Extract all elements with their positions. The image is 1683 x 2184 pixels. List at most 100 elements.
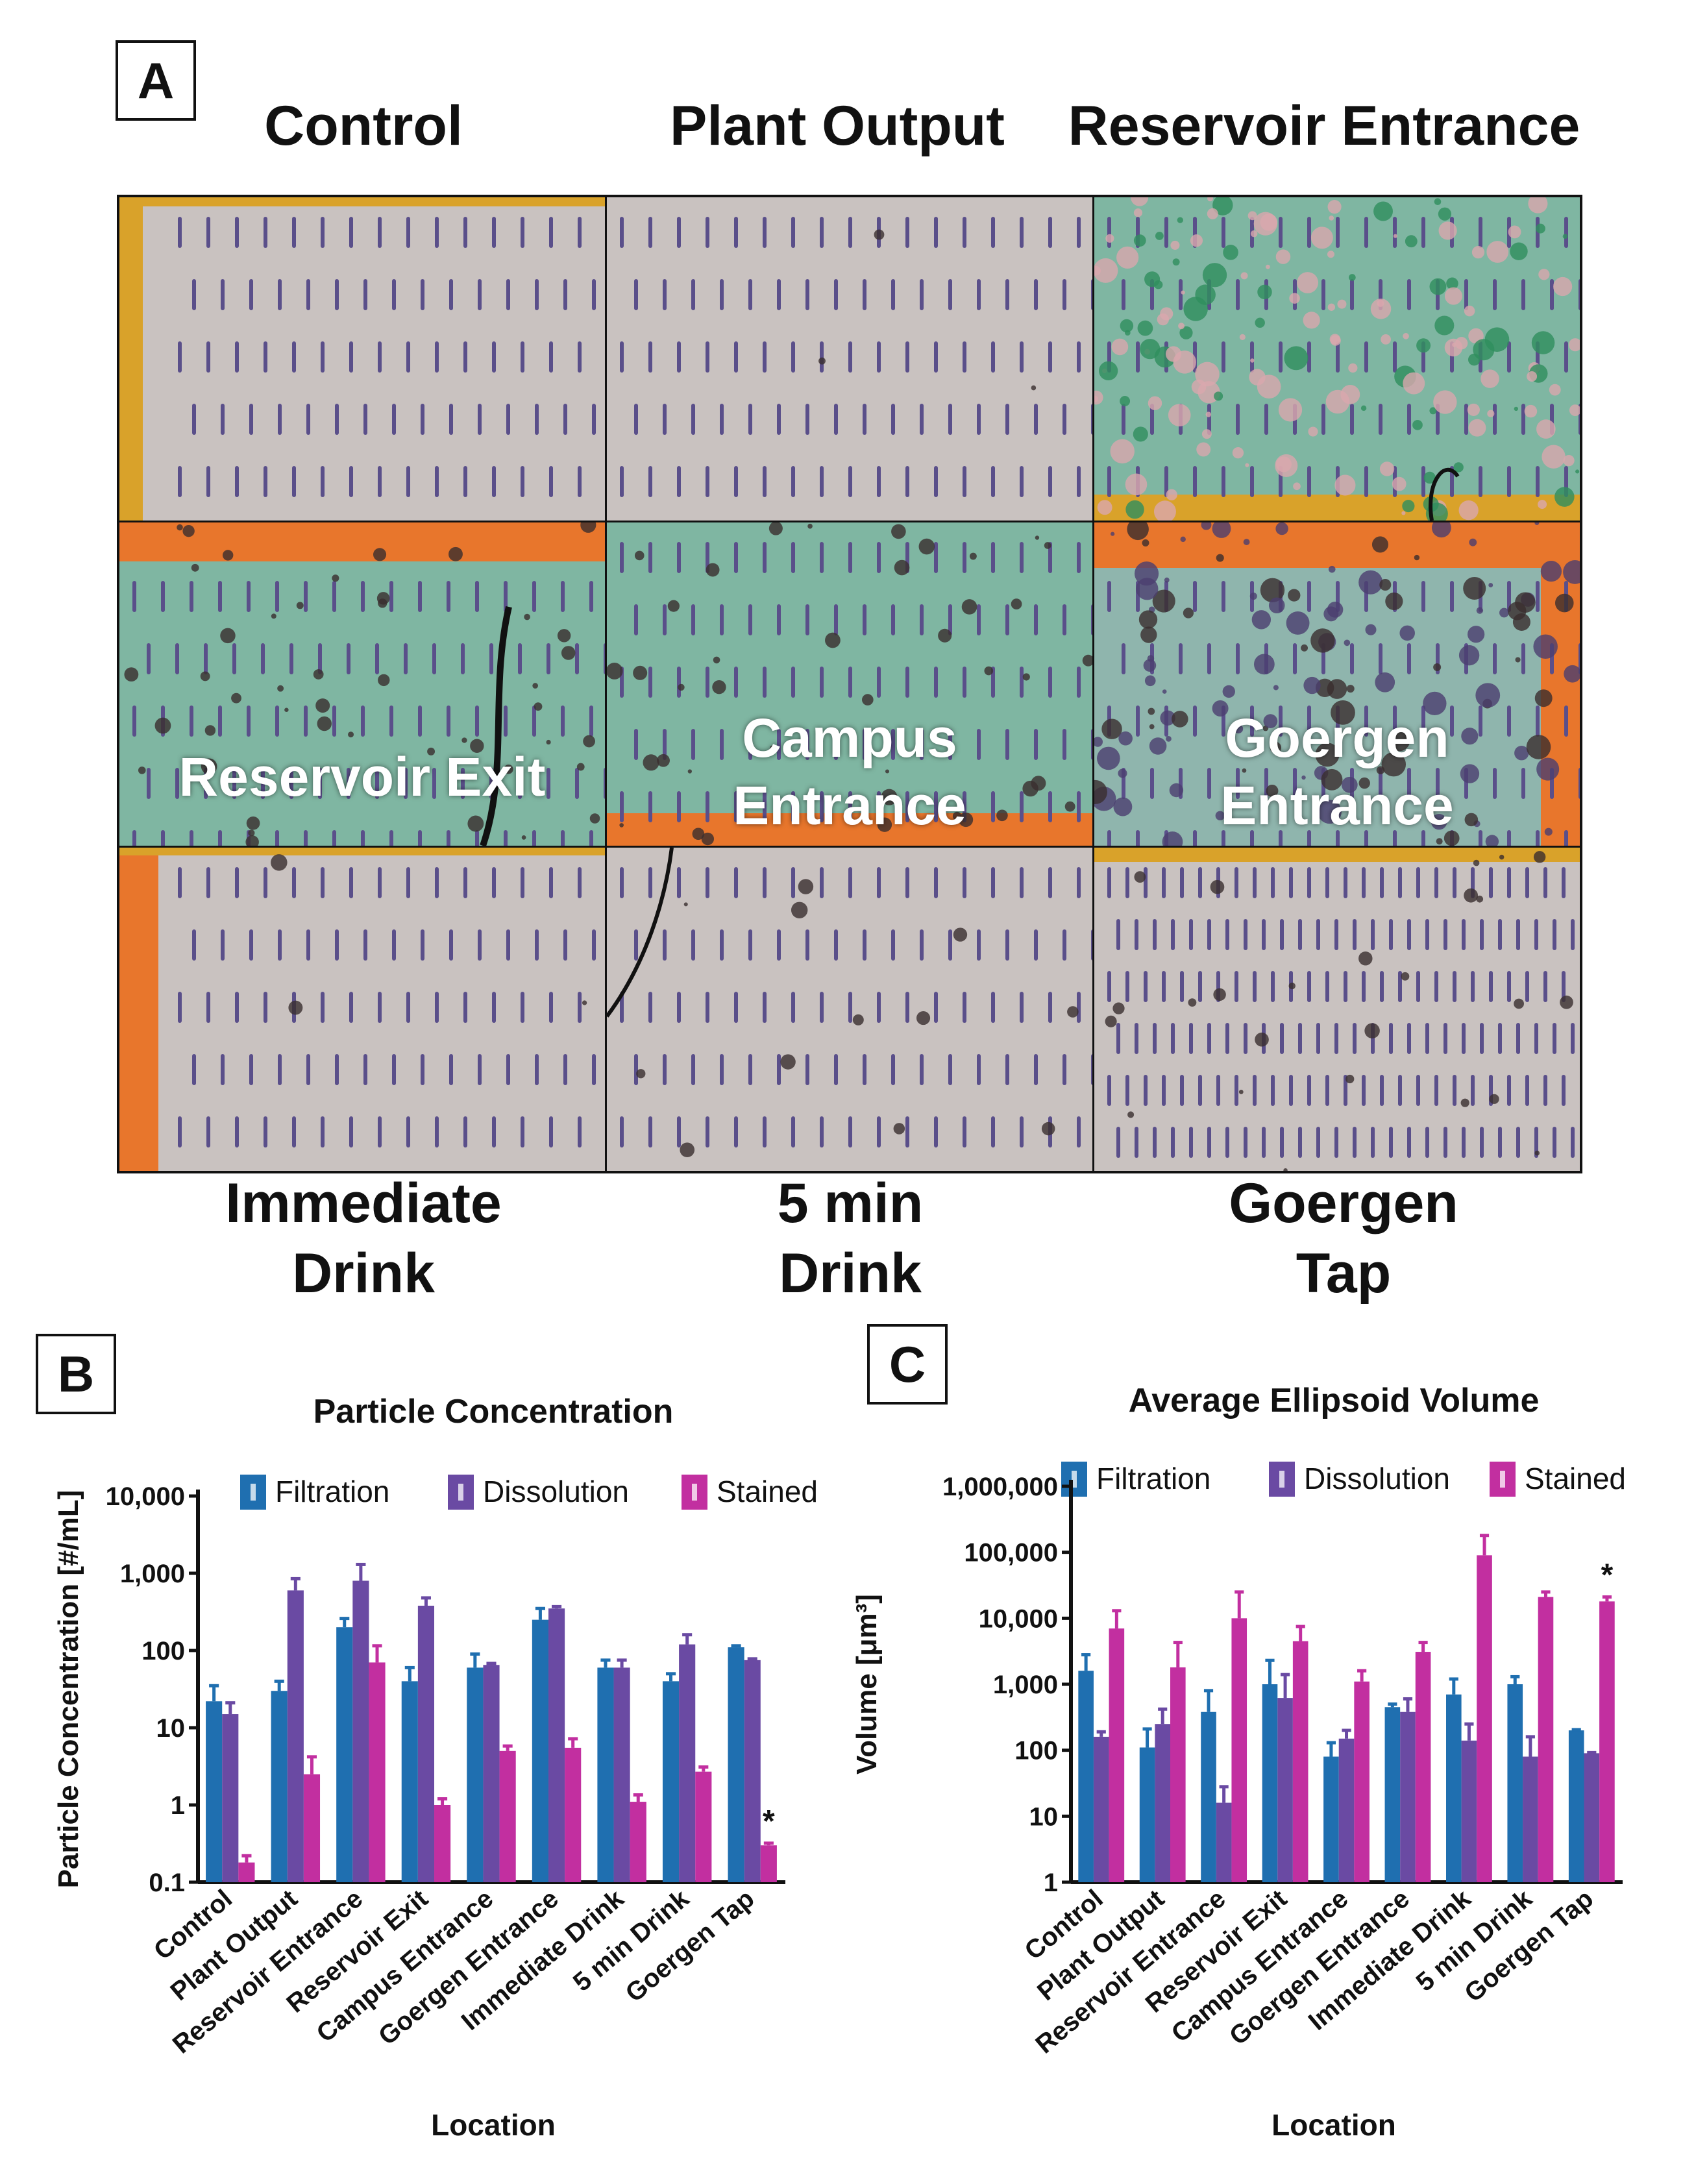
membrane-background	[119, 522, 605, 846]
membrane-slot	[178, 217, 182, 248]
membrane-slot	[991, 791, 995, 822]
debris-particle	[918, 538, 935, 555]
micrograph-reservoir-exit-image	[119, 522, 605, 846]
membrane-slot	[691, 729, 695, 760]
membrane-slot	[791, 341, 795, 373]
membrane-slot	[1189, 1127, 1193, 1158]
membrane-slot	[905, 1116, 909, 1147]
membrane-slot	[1393, 706, 1397, 737]
membrane-slot	[221, 929, 225, 961]
membrane-slot	[1325, 1075, 1329, 1106]
debris-particle	[1402, 500, 1415, 513]
membrane-slot	[748, 1054, 752, 1085]
y-tick-label: 0.1	[149, 1869, 185, 1897]
debris-particle	[1111, 532, 1115, 536]
membrane-slot	[1534, 919, 1538, 950]
membrane-slot	[905, 791, 909, 822]
membrane-slot	[1362, 867, 1366, 898]
debris-particle	[1488, 583, 1493, 588]
membrane-slot	[1222, 466, 1225, 497]
membrane-slot	[677, 992, 681, 1023]
debris-particle	[1560, 995, 1573, 1009]
debris-particle	[1538, 269, 1550, 280]
debris-particle	[712, 680, 726, 694]
membrane-slot	[292, 1116, 296, 1147]
membrane-slot	[147, 643, 151, 674]
title-plant-output: Plant Output	[670, 95, 1005, 157]
debris-particle	[1431, 522, 1451, 538]
membrane-slot	[834, 1054, 838, 1085]
membrane-slot	[1222, 217, 1225, 248]
debris-particle	[1270, 742, 1282, 754]
debris-particle	[1239, 334, 1246, 340]
membrane-slot	[1425, 919, 1429, 950]
membrane-slot	[820, 992, 824, 1023]
debris-particle	[1035, 535, 1040, 540]
bar-goergen-entrance-dissolution	[548, 1608, 565, 1882]
debris-particle	[1499, 607, 1509, 618]
membrane-slot	[321, 341, 325, 373]
membrane-slot	[1579, 768, 1580, 799]
legend-swatch-highlight	[1072, 1471, 1077, 1488]
debris-particle	[1453, 462, 1464, 472]
membrane-slot	[1321, 404, 1325, 435]
membrane-slot	[278, 279, 282, 310]
debris-particle	[546, 739, 551, 745]
membrane-slot	[706, 466, 709, 497]
bar-immediate-drink-stained	[1477, 1555, 1492, 1882]
membrane-slot	[1307, 1075, 1311, 1106]
membrane-slot	[1479, 706, 1482, 737]
membrane-slot	[791, 217, 795, 248]
membrane-slot	[1307, 971, 1311, 1002]
membrane-slot	[1425, 1023, 1429, 1054]
debris-particle	[1434, 315, 1455, 336]
membrane-slot	[506, 279, 510, 310]
membrane-slot	[805, 729, 809, 760]
bar-control-dissolution	[222, 1714, 239, 1882]
membrane-slot	[1077, 542, 1081, 573]
label-campus-entrance-line2: Entrance	[733, 775, 966, 836]
membrane-slot	[877, 542, 881, 573]
membrane-slot	[463, 217, 467, 248]
membrane-slot	[575, 643, 579, 674]
membrane-slot	[1462, 919, 1466, 950]
membrane-slot	[1279, 706, 1283, 737]
debris-particle	[852, 1014, 864, 1025]
debris-particle	[1188, 998, 1197, 1007]
membrane-slot	[264, 341, 267, 373]
membrane-slot	[1579, 279, 1580, 310]
debris-particle	[1250, 358, 1255, 363]
membrane-slot	[535, 404, 539, 435]
bar-campus-entrance-filtration	[467, 1667, 484, 1882]
debris-particle	[916, 1011, 931, 1025]
membrane-slot	[1534, 1127, 1538, 1158]
membrane-slot	[763, 992, 767, 1023]
debris-particle	[1170, 240, 1180, 250]
membrane-slot	[1421, 830, 1425, 846]
membrane-slot	[218, 830, 222, 846]
membrane-slot	[734, 466, 738, 497]
membrane-slot	[521, 341, 524, 373]
membrane-slot	[620, 466, 624, 497]
debris-particle	[1099, 361, 1118, 380]
membrane-slot	[991, 667, 995, 698]
membrane-slot	[1077, 992, 1081, 1023]
membrane-slot	[720, 404, 724, 435]
bar-reservoir-entrance-stained	[1231, 1618, 1247, 1882]
membrane-slot	[335, 929, 339, 961]
membrane-slot	[1350, 279, 1354, 310]
membrane-slot	[1307, 867, 1311, 898]
debris-particle	[315, 698, 330, 713]
membrane-slot	[361, 581, 365, 612]
frame-edge	[119, 848, 158, 1171]
membrane-slot	[1353, 919, 1357, 950]
bar-goergen-tap-dissolution	[1584, 1753, 1600, 1882]
membrane-slot	[777, 729, 781, 760]
debris-particle	[1438, 207, 1452, 221]
membrane-slot	[1521, 404, 1525, 435]
membrane-slot	[549, 992, 553, 1023]
debris-particle	[589, 813, 600, 824]
bar-goergen-entrance-dissolution	[1400, 1712, 1416, 1882]
debris-particle	[1212, 522, 1231, 538]
membrane-slot	[1453, 1075, 1456, 1106]
